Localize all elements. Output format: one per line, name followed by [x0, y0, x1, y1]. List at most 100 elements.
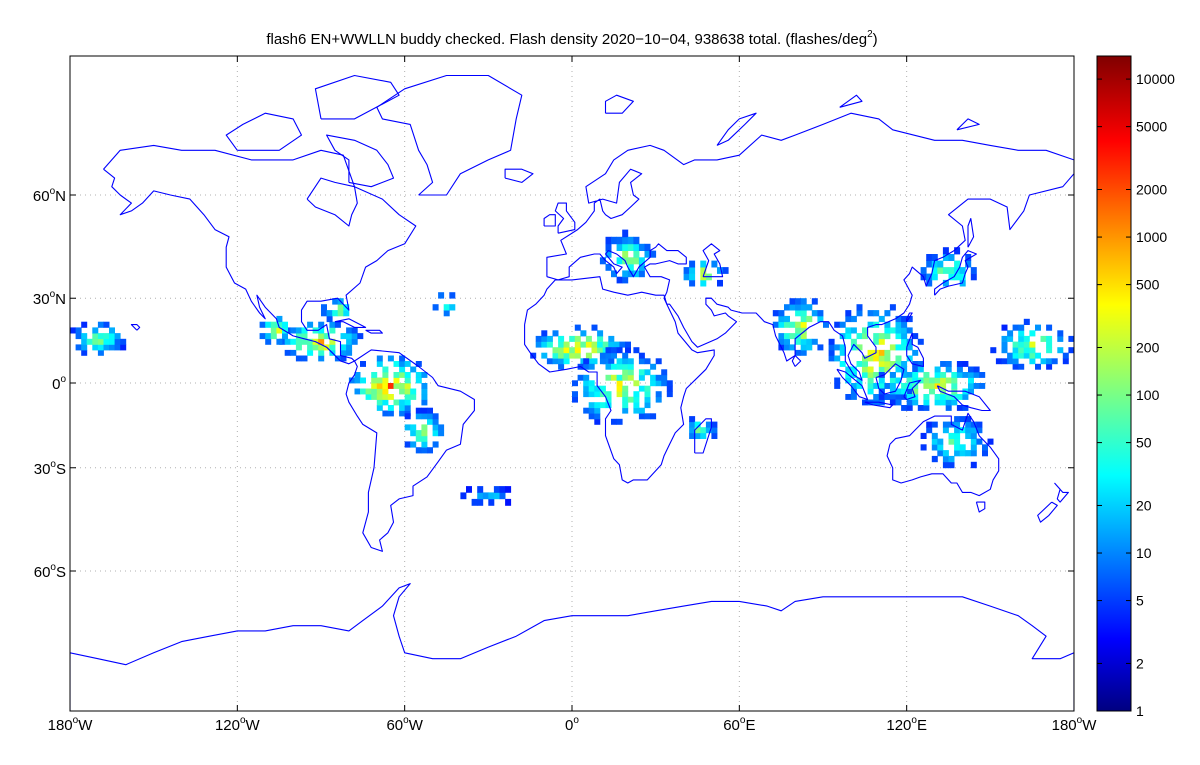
density-cell: [931, 444, 938, 451]
hemisphere-letter: W: [409, 717, 424, 734]
coastline-europe-asia: [546, 112, 1074, 381]
density-cell: [1001, 347, 1008, 354]
density-cell: [1057, 335, 1064, 342]
density-cell: [962, 361, 969, 367]
density-cell: [962, 394, 969, 400]
density-cell: [563, 347, 570, 354]
density-cell: [1029, 347, 1036, 354]
density-cell: [901, 315, 908, 323]
density-cell: [970, 267, 977, 274]
density-cell: [828, 349, 835, 356]
density-cell: [633, 391, 640, 398]
density-cell: [346, 333, 353, 340]
density-cell: [954, 421, 961, 428]
density-cell: [655, 396, 662, 403]
hemisphere-letter: S: [56, 564, 66, 581]
density-cell: [650, 413, 657, 420]
density-cell: [622, 391, 629, 398]
density-cell: [597, 330, 604, 337]
density-cell: [644, 385, 651, 392]
density-cell: [421, 383, 428, 389]
heatmap-cells: [70, 229, 1074, 506]
density-cell: [334, 321, 341, 328]
density-cell: [627, 263, 634, 271]
density-cell: [301, 355, 308, 362]
density-cell: [295, 333, 302, 340]
density-cell: [270, 327, 277, 334]
density-cell: [627, 374, 634, 381]
density-cell: [850, 315, 857, 323]
density-cell: [432, 441, 439, 448]
density-cell: [638, 369, 645, 376]
density-cell: [990, 347, 997, 354]
density-cell: [1018, 330, 1025, 337]
title-suffix: ): [872, 31, 878, 48]
density-cell: [421, 394, 428, 400]
density-cell: [856, 377, 863, 384]
density-cell: [931, 455, 938, 463]
density-cell: [75, 344, 82, 351]
density-cell: [318, 344, 325, 351]
density-cell: [951, 377, 958, 384]
density-cell: [959, 416, 966, 423]
density-cell: [109, 338, 115, 345]
density-cell: [323, 333, 330, 340]
density-cell: [970, 450, 977, 457]
density-cell: [387, 410, 394, 417]
coastline-novaya-zemlya: [716, 112, 757, 146]
density-cell: [878, 349, 885, 356]
density-cell: [427, 418, 433, 425]
coastline-sulawesi: [903, 379, 922, 401]
coastline-severnaya: [839, 94, 863, 108]
density-cell: [839, 361, 846, 367]
density-cell: [1018, 352, 1025, 359]
density-cell: [376, 399, 383, 406]
density-cell: [1046, 358, 1053, 365]
density-cell: [591, 324, 598, 331]
density-cell: [365, 388, 372, 395]
density-cell: [954, 260, 961, 268]
coastline-british-isles: [554, 202, 576, 234]
degree-mark: o: [73, 715, 79, 726]
density-cell: [772, 310, 779, 317]
density-cell: [120, 344, 127, 351]
density-cell: [354, 372, 361, 378]
density-cell: [917, 361, 924, 367]
density-cell: [856, 361, 863, 367]
density-cell: [438, 430, 445, 437]
density-cell: [301, 338, 308, 345]
density-cell: [1018, 347, 1025, 354]
density-cell: [923, 394, 930, 400]
coastline-new-zealand-south: [1037, 501, 1058, 523]
density-cell: [956, 405, 963, 411]
density-cell: [906, 405, 913, 411]
density-cell: [694, 427, 701, 434]
density-cell: [382, 366, 389, 373]
colorbar-tick-label: 100: [1136, 387, 1160, 403]
density-cell: [432, 424, 439, 431]
density-cell: [404, 394, 411, 400]
density-cell: [1057, 330, 1064, 337]
tick-label: 0o: [565, 715, 579, 734]
density-cell: [954, 438, 961, 445]
density-cell: [948, 461, 955, 469]
density-cell: [387, 355, 394, 362]
density-cell: [839, 321, 846, 328]
density-cell: [415, 377, 422, 384]
density-cell: [954, 444, 961, 451]
density-cell: [1012, 358, 1019, 365]
density-cell: [360, 377, 366, 384]
tick-number: 180: [1052, 717, 1077, 734]
density-cell: [895, 315, 902, 323]
density-cell: [937, 267, 944, 274]
density-cell: [705, 421, 712, 428]
density-cell: [103, 333, 110, 340]
density-cell: [895, 377, 902, 384]
density-cell: [973, 366, 980, 373]
density-cell: [572, 391, 578, 398]
density-cell: [563, 341, 570, 348]
density-cell: [599, 358, 606, 365]
density-cell: [954, 416, 961, 423]
density-cell: [845, 315, 852, 323]
density-cell: [689, 260, 696, 268]
